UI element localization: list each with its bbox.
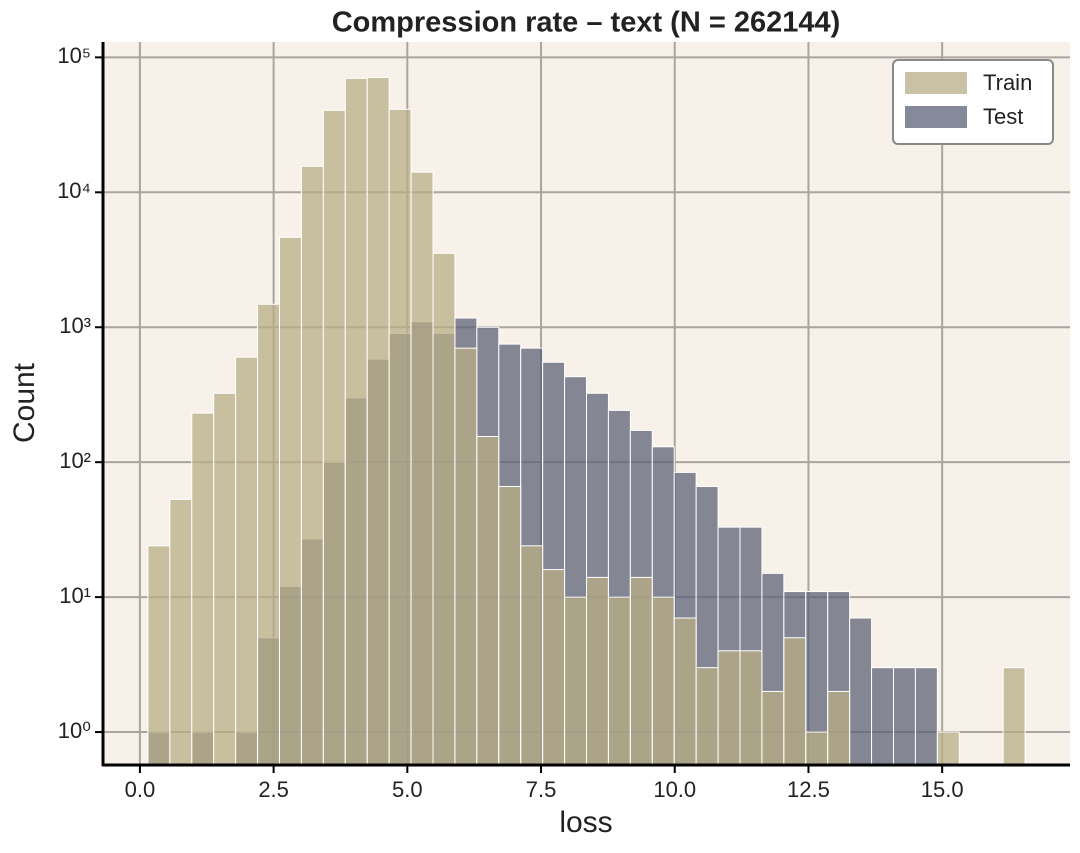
bar xyxy=(739,650,763,766)
bar xyxy=(717,650,741,766)
bar xyxy=(322,109,346,766)
bar xyxy=(147,545,171,766)
bar xyxy=(454,347,478,766)
bar xyxy=(476,436,500,766)
bar xyxy=(300,165,324,766)
y-tick-label: 10² xyxy=(59,448,91,473)
legend-swatch xyxy=(905,106,967,128)
legend-swatch xyxy=(905,72,967,94)
y-tick-label: 10⁰ xyxy=(58,718,91,743)
bar xyxy=(213,392,237,766)
bar xyxy=(542,569,566,766)
bar xyxy=(235,356,259,766)
y-tick-label: 10³ xyxy=(59,313,91,338)
bar xyxy=(278,236,302,766)
x-tick-label: 2.5 xyxy=(258,777,289,802)
bar xyxy=(849,617,873,766)
bar xyxy=(410,171,434,766)
bar xyxy=(827,690,851,766)
x-tick-label: 5.0 xyxy=(392,777,423,802)
bar xyxy=(673,617,697,766)
bar xyxy=(629,576,653,766)
legend-label: Test xyxy=(983,104,1023,129)
x-tick-label: 7.5 xyxy=(526,777,557,802)
bar xyxy=(388,108,412,766)
x-tick-label: 15.0 xyxy=(921,777,964,802)
bar xyxy=(520,545,544,766)
y-tick-label: 10⁵ xyxy=(57,43,91,68)
y-axis-label: Count xyxy=(8,362,41,443)
bar xyxy=(564,596,587,766)
x-tick-label: 0.0 xyxy=(125,777,156,802)
bar xyxy=(1002,667,1026,766)
x-tick-label: 10.0 xyxy=(653,777,696,802)
bar xyxy=(257,303,280,766)
bar xyxy=(498,486,522,766)
bar xyxy=(893,667,916,766)
bar xyxy=(366,76,390,766)
bar xyxy=(586,576,609,766)
y-tick-label: 10¹ xyxy=(59,583,91,608)
bar xyxy=(783,637,807,766)
chart-title: Compression rate – text (N = 262144) xyxy=(332,7,841,39)
bar xyxy=(169,498,193,766)
y-tick-label: 10⁴ xyxy=(57,178,91,203)
bar xyxy=(432,252,456,766)
bar xyxy=(871,667,895,766)
bar xyxy=(651,596,675,766)
x-tick-label: 12.5 xyxy=(787,777,830,802)
bar xyxy=(936,731,960,766)
bar xyxy=(914,667,938,766)
bar xyxy=(191,412,215,766)
bar xyxy=(607,596,631,766)
x-axis-label: loss xyxy=(559,806,612,839)
bar xyxy=(761,690,785,766)
bar xyxy=(344,77,368,766)
bar xyxy=(695,667,719,766)
bar xyxy=(805,731,829,766)
legend-label: Train xyxy=(983,70,1032,95)
